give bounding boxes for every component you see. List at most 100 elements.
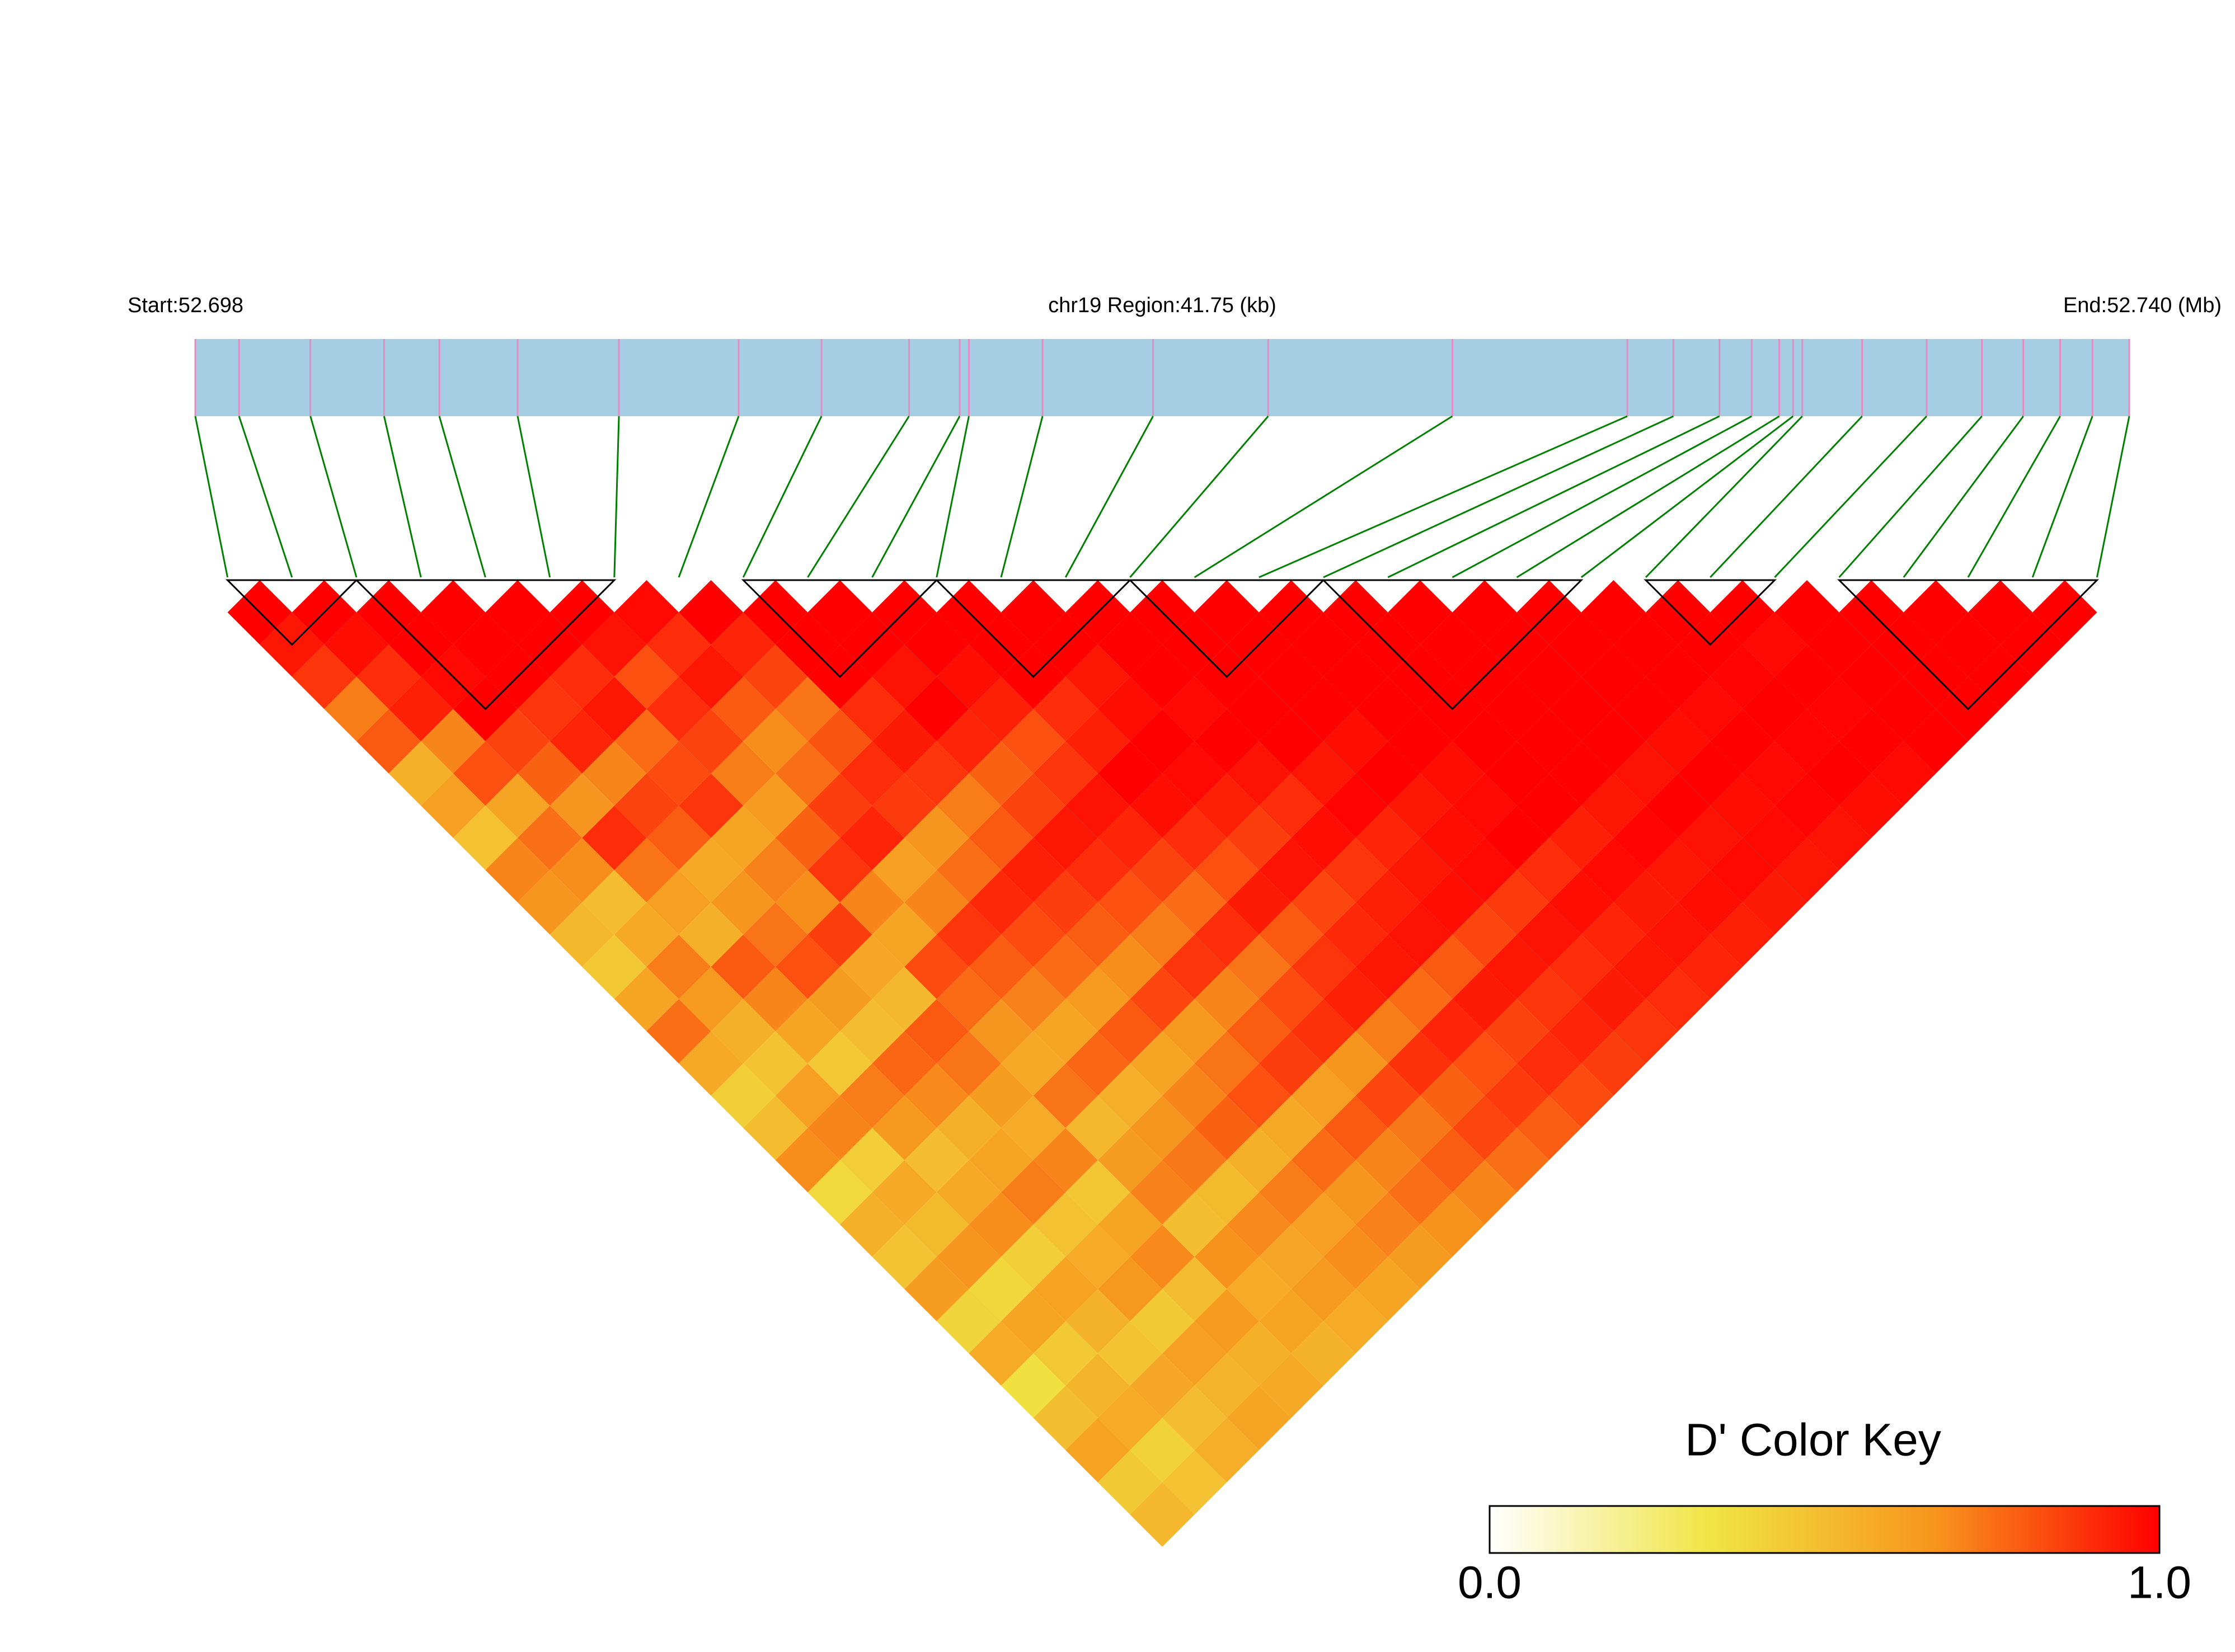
ld-cell — [1613, 741, 1678, 806]
ld-cell — [614, 837, 679, 902]
ld-cell — [1097, 1192, 1162, 1257]
ld-cell — [969, 1321, 1034, 1386]
ld-cell — [711, 999, 776, 1063]
ld-cell — [1549, 999, 1614, 1063]
ld-cell — [743, 967, 808, 1032]
snp-link — [238, 416, 293, 578]
snp-link — [1129, 416, 1269, 578]
ld-cell — [1678, 676, 1743, 741]
ld-cell — [1742, 870, 1807, 935]
ld-cell — [1065, 1160, 1130, 1225]
ld-cell — [1065, 1095, 1130, 1160]
ld-cell — [1323, 709, 1388, 774]
ld-cell — [1227, 676, 1292, 741]
ld-cell — [1162, 806, 1227, 870]
ld-cell — [872, 837, 937, 902]
ld-cell — [1065, 1418, 1130, 1482]
ld-cell — [969, 1192, 1034, 1257]
snp-link — [1387, 415, 1720, 578]
ld-cell — [1097, 999, 1162, 1063]
ld-cell — [679, 837, 744, 902]
ld-cell — [1227, 1321, 1292, 1386]
ld-cell — [936, 773, 1001, 838]
ld-cell — [1162, 1386, 1227, 1451]
ld-cell — [1227, 999, 1292, 1063]
ld-cell — [1194, 902, 1259, 967]
ld-cell — [1581, 1031, 1646, 1096]
ld-cell — [1355, 870, 1420, 935]
ld-cell — [1259, 902, 1323, 967]
ld-cell — [1194, 709, 1259, 774]
ld-cell — [840, 1192, 905, 1257]
ld-cell — [936, 967, 1001, 1032]
ld-cell — [1162, 1192, 1227, 1257]
ld-cell — [1323, 902, 1388, 967]
ld-cell — [518, 870, 583, 935]
ld-cell — [936, 837, 1001, 902]
ld-cell — [614, 902, 679, 967]
ld-cell — [872, 902, 937, 967]
ld-cell — [1130, 1031, 1195, 1096]
ld-cell — [1516, 1095, 1581, 1160]
chart-title: chr19 Region:41.75 (kb) — [1048, 294, 1276, 317]
ld-cell — [775, 934, 840, 999]
ld-cell — [1259, 709, 1323, 774]
ld-cell — [485, 837, 550, 902]
ld-cell — [1097, 741, 1162, 806]
ld-cell — [1227, 1386, 1292, 1451]
snp-link — [936, 416, 970, 578]
ld-cell — [1227, 1256, 1292, 1321]
ld-cell — [679, 902, 744, 967]
ld-cell — [1323, 1095, 1388, 1160]
ld-cell — [711, 1063, 776, 1128]
ld-cell — [1097, 1450, 1162, 1515]
ld-cell — [1742, 676, 1807, 741]
ld-cell — [775, 741, 840, 806]
ld-cell — [1033, 1063, 1098, 1128]
ld-cell — [614, 773, 679, 838]
ld-cell — [518, 741, 583, 806]
snp-link — [1323, 415, 1674, 578]
ld-cell — [1968, 580, 2033, 645]
snp-link — [2031, 416, 2093, 578]
ld-cell — [1065, 1353, 1130, 1418]
ld-cell — [904, 676, 969, 741]
ld-cell — [1227, 741, 1292, 806]
ld-cell — [1033, 676, 1098, 741]
ld-cell — [614, 967, 679, 1032]
snp-link — [1194, 415, 1453, 578]
ld-cell — [1001, 837, 1066, 902]
snp-link — [383, 416, 422, 578]
ld-cell — [1710, 644, 1775, 709]
ld-cell — [1420, 741, 1485, 806]
ld-cell — [775, 1063, 840, 1128]
ld-cell — [1485, 870, 1550, 935]
ld-cell — [1485, 1063, 1550, 1128]
ld-cell — [421, 773, 486, 838]
snp-link — [194, 416, 229, 578]
ld-cell — [1323, 773, 1388, 838]
ld-cell — [1710, 902, 1775, 967]
ld-cell — [1807, 676, 1872, 741]
ld-cell — [1388, 1225, 1453, 1289]
ld-cell — [743, 1095, 808, 1160]
ld-cell — [1001, 1353, 1066, 1418]
ld-cell — [1581, 709, 1646, 774]
ld-cell — [904, 1063, 969, 1128]
ld-cell — [743, 837, 808, 902]
ld-cell — [1774, 580, 1839, 645]
ld-cell — [1581, 580, 1646, 645]
ld-cell — [356, 709, 421, 774]
ld-cell — [743, 902, 808, 967]
ld-cell — [775, 1128, 840, 1193]
ld-cell — [1388, 1031, 1453, 1096]
ld-cell — [582, 934, 647, 999]
ld-cell — [1291, 1063, 1356, 1128]
ld-cell — [1323, 1289, 1388, 1354]
ld-cell — [1549, 741, 1614, 806]
haplotype-block — [1837, 579, 2100, 710]
ld-cell — [1033, 741, 1098, 806]
ld-cell — [1774, 837, 1839, 902]
ld-cell — [807, 1160, 872, 1225]
snp-link — [1903, 416, 2024, 578]
